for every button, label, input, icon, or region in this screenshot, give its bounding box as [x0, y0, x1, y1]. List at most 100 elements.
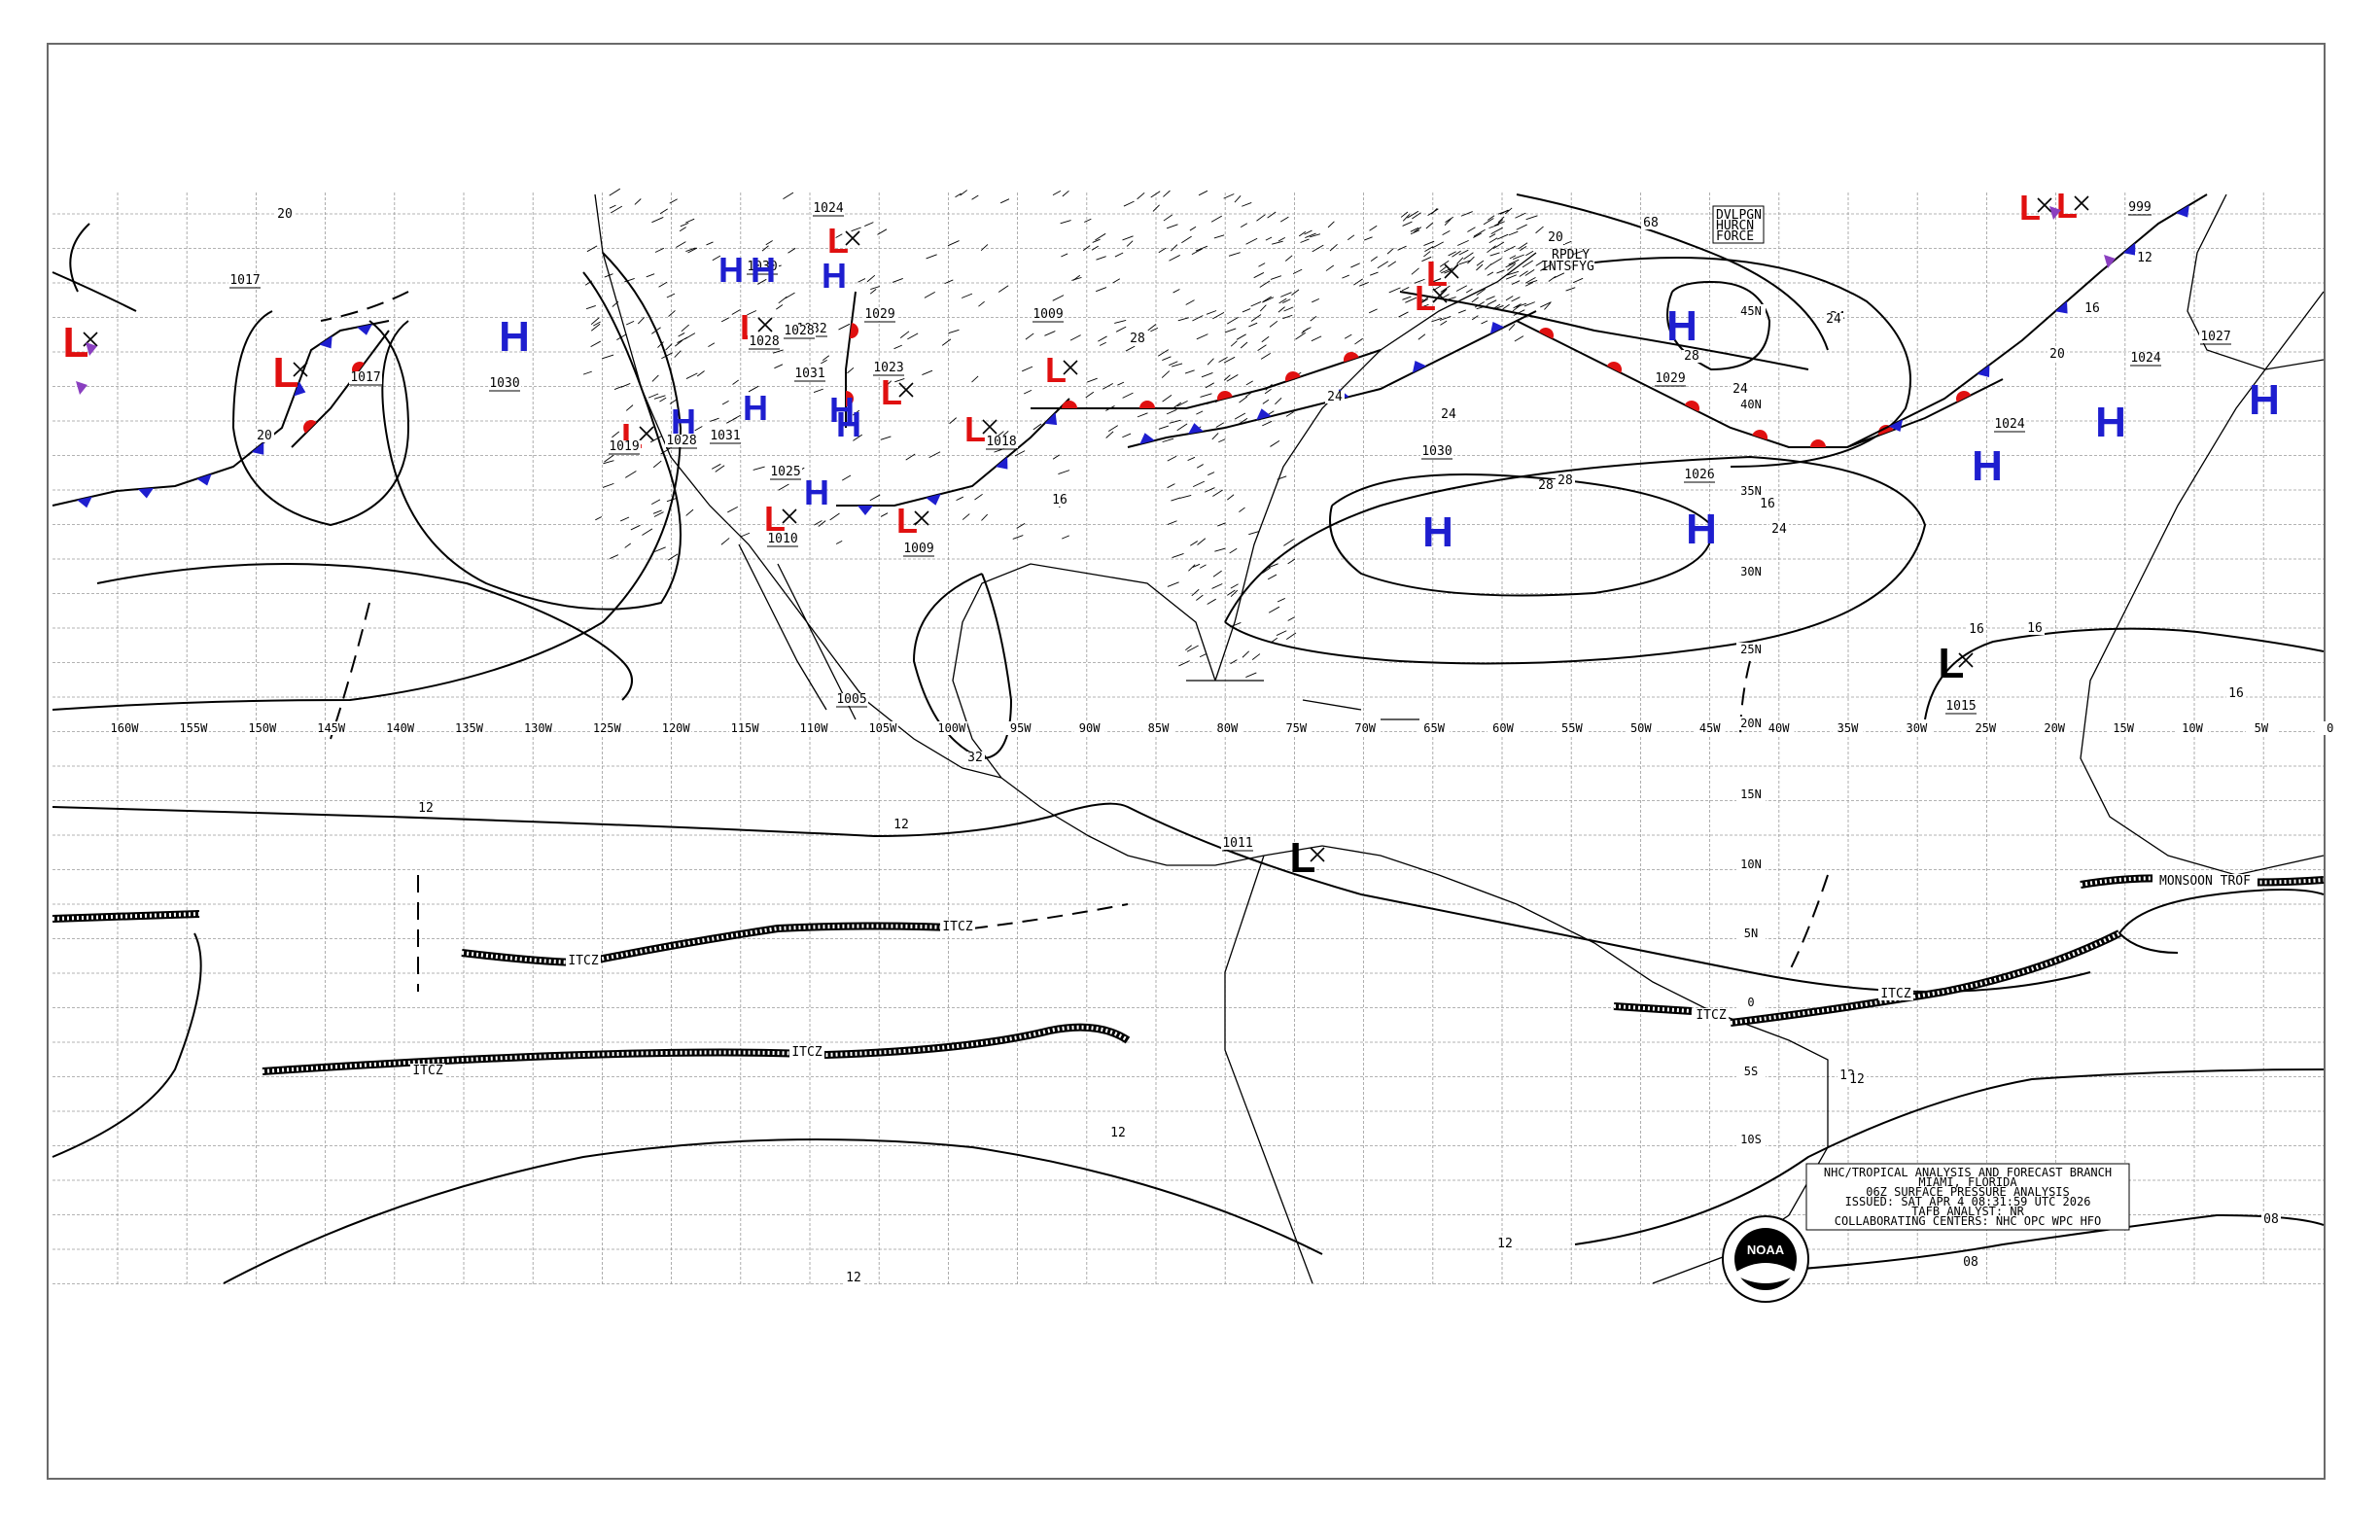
pressure-value: 1018 — [986, 435, 1016, 449]
longitude-label-bg — [315, 721, 347, 735]
station-plot-mark — [866, 274, 876, 283]
pressure-label-bg — [2127, 201, 2152, 214]
station-plot-mark — [1114, 319, 1127, 324]
station-plot-mark — [654, 247, 665, 253]
station-plot-mark — [651, 374, 659, 382]
station-plot-mark — [710, 417, 719, 422]
isobars — [52, 193, 2325, 1284]
station-plot-mark — [720, 317, 729, 323]
warm-front-semicircle — [1684, 401, 1699, 412]
isobar-label-bg — [1961, 1256, 1980, 1269]
isobar — [1516, 193, 1829, 351]
isobar-label: 32 — [967, 751, 983, 765]
station-plot-mark — [1413, 227, 1422, 233]
feature-label-bg — [410, 1064, 445, 1077]
center-x-mark — [757, 317, 773, 332]
station-plot-mark — [732, 379, 739, 385]
station-plot-mark — [624, 542, 631, 548]
atlantic-cold-front — [1127, 310, 1537, 448]
isobar — [1399, 291, 1809, 370]
station-plot-mark — [634, 198, 642, 205]
low-symbol: L — [2056, 186, 2078, 226]
station-plot-mark — [1169, 419, 1181, 424]
plains-cold-front — [836, 398, 1070, 507]
station-plot-mark — [1518, 242, 1528, 250]
station-plot-mark — [1201, 371, 1213, 378]
station-plot-mark — [687, 247, 698, 254]
station-plot-mark — [1476, 288, 1486, 296]
station-plot-mark — [1473, 228, 1486, 237]
station-plot-mark — [1506, 270, 1520, 276]
station-plot-mark — [956, 496, 964, 502]
coastline — [1186, 680, 1419, 720]
station-plot-mark — [1369, 225, 1378, 231]
station-plot-mark — [1430, 207, 1438, 215]
coastline — [1224, 855, 1313, 1284]
station-plot-mark — [1442, 294, 1450, 298]
station-plot-mark — [1257, 344, 1267, 351]
station-plot-mark — [1282, 314, 1293, 320]
pressure-label-bg — [1683, 469, 1716, 481]
station-plot-mark — [1147, 324, 1157, 332]
latitude-label: 0 — [1747, 996, 1754, 1009]
low-pressure-center: L — [2056, 186, 2089, 226]
itcz-band — [461, 922, 973, 967]
station-plot-mark — [1240, 223, 1248, 228]
isobar-label-bg — [1536, 479, 1556, 492]
station-plot-mark — [894, 378, 905, 383]
cold-front-triangle — [357, 324, 372, 335]
longitude-label: 150W — [248, 721, 277, 735]
pressure-value: 1030 — [489, 376, 519, 391]
isobar-label-bg — [1682, 350, 1701, 363]
station-plot-mark — [1058, 470, 1070, 474]
station-plot-mark — [642, 528, 653, 536]
station-plot-mark — [1198, 190, 1208, 196]
station-plot-mark — [1458, 249, 1469, 256]
station-plot-mark — [1418, 298, 1429, 305]
station-plot-mark — [748, 385, 759, 393]
station-plot-mark — [1473, 232, 1482, 238]
itcz-hatch — [52, 912, 200, 921]
station-plot-mark — [652, 509, 662, 514]
warning-line-3: FORCE — [1716, 229, 1754, 244]
map-frame — [47, 43, 2326, 1480]
station-plot-mark — [1245, 237, 1258, 245]
station-plot-mark — [1267, 211, 1277, 219]
occluded-front-marker — [76, 381, 88, 395]
station-plot-mark — [1524, 276, 1536, 284]
station-plot-mark — [602, 354, 614, 360]
station-plot-mark — [595, 516, 603, 521]
station-plot-mark — [1519, 270, 1528, 277]
station-plot-mark — [922, 369, 933, 375]
station-plot-mark — [1207, 358, 1214, 366]
station-plot-mark — [590, 323, 601, 332]
isobar-label: 12 — [1497, 1237, 1513, 1251]
warm-front-semicircle — [1062, 401, 1077, 408]
station-plot-mark — [1354, 337, 1363, 345]
station-plot-mark — [1548, 275, 1557, 282]
station-plot-mark — [1485, 263, 1492, 270]
high-symbol: H — [751, 250, 776, 290]
longitude-label-bg — [2039, 721, 2071, 735]
station-plot-mark — [740, 532, 751, 538]
station-plot-mark — [1259, 280, 1271, 288]
center-x-mark — [782, 508, 797, 524]
isobar-label-bg — [844, 1272, 863, 1284]
cold-front-triangle — [2054, 300, 2068, 314]
station-plot-mark — [955, 192, 962, 198]
station-plot-mark — [1230, 340, 1238, 347]
station-plot-mark — [648, 393, 659, 399]
station-plot-mark — [1565, 287, 1576, 292]
low-pressure-center: L 1017 — [63, 273, 262, 367]
station-plot-mark — [1497, 209, 1510, 215]
station-plot-mark — [999, 198, 1010, 204]
pressure-value: 1029 — [864, 307, 894, 322]
coastline — [1263, 845, 1829, 1284]
station-plot-mark — [1363, 236, 1373, 241]
isobar — [381, 271, 682, 611]
high-symbol: H — [836, 404, 861, 444]
station-plot-mark — [654, 546, 666, 552]
station-plot-mark — [637, 317, 646, 325]
station-plot-mark — [1205, 382, 1214, 389]
